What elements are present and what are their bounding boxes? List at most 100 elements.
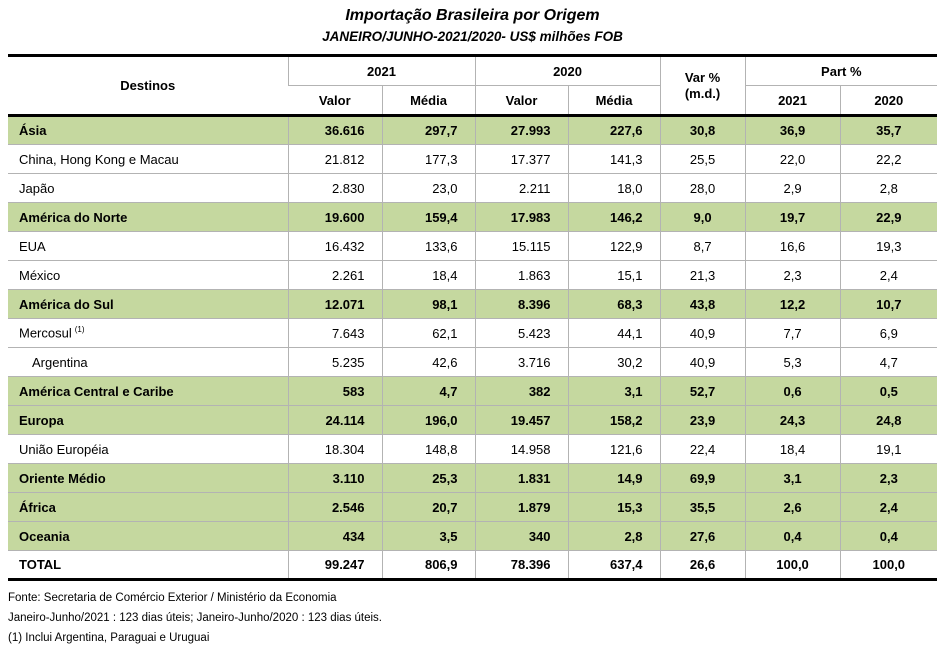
table-cell: 98,1 — [381, 289, 476, 319]
table-cell: 0,5 — [839, 376, 938, 406]
table-cell: 177,3 — [381, 144, 476, 174]
table-row: Oriente Médio 3.110 25,3 1.831 14,9 69,9 3,1 2,… — [8, 463, 938, 493]
table-cell: 583 — [287, 376, 382, 406]
col-header-media-2021: Média — [381, 85, 476, 116]
table-cell: 27,6 — [659, 521, 746, 551]
table-cell: 5.235 — [287, 347, 382, 377]
col-header-part-2020: 2020 — [839, 85, 938, 116]
table-row: União Européia 18.304 148,8 14.958 121,6 22,4… — [8, 434, 938, 464]
table-cell: 16,6 — [744, 231, 841, 261]
row-label: Oceania — [8, 521, 288, 551]
header-row-groups: Destinos 2021 2020 Var % (m.d.) Part % — [8, 55, 938, 116]
table-cell: 3,5 — [381, 521, 476, 551]
row-label-text: América Central e Caribe — [19, 383, 174, 399]
table-cell: 8,7 — [659, 231, 746, 261]
table-row: TOTAL 99.247 806,9 78.396 637,4 26,6 100,0 100,… — [8, 550, 938, 580]
table-cell: 2,6 — [744, 492, 841, 522]
row-label: Europa — [8, 405, 288, 435]
col-group-2021: 2021 — [287, 55, 476, 86]
table-cell: 42,6 — [381, 347, 476, 377]
table-cell: 158,2 — [567, 405, 661, 435]
table-cell: 159,4 — [381, 202, 476, 232]
table-cell: 0,4 — [839, 521, 938, 551]
table-body: Ásia 36.616 297,7 27.993 227,6 30,8 36,9 35,7 Ch… — [8, 115, 938, 580]
table-cell: 36,9 — [744, 115, 841, 145]
row-label-text: América do Norte — [19, 209, 128, 225]
row-label-text: México — [19, 267, 61, 283]
table-cell: 25,3 — [381, 463, 476, 493]
col-header-valor-2021: Valor — [288, 85, 382, 116]
table-cell: 5,3 — [744, 347, 841, 377]
table-cell: 146,2 — [567, 202, 661, 232]
row-label-text: TOTAL — [19, 557, 62, 572]
row-label: Ásia — [8, 115, 288, 145]
table-cell: 24.114 — [287, 405, 382, 435]
row-label: Japão — [8, 174, 288, 203]
table-cell: 52,7 — [659, 376, 746, 406]
table-cell: 24,3 — [744, 405, 841, 435]
footnote-source: Fonte: Secretaria de Comércio Exterior /… — [8, 592, 337, 604]
table-row: Europa 24.114 196,0 19.457 158,2 23,9 24,3 24,8 — [8, 405, 938, 435]
table-cell: 227,6 — [567, 115, 661, 145]
table-cell: 12.071 — [287, 289, 382, 319]
table-cell: 0,6 — [744, 376, 841, 406]
table-cell: 2,4 — [839, 260, 938, 290]
table-cell: 2,4 — [839, 492, 938, 522]
footnotes: Fonte: Secretaria de Comércio Exterior /… — [8, 588, 945, 648]
table-cell: 18,0 — [567, 173, 661, 203]
table-cell: 22,9 — [839, 202, 938, 232]
table-cell: 14,9 — [567, 463, 661, 493]
table-cell: 19.457 — [474, 405, 569, 435]
table-cell: 297,7 — [381, 115, 476, 145]
table-row: América Central e Caribe 583 4,7 382 3,1 52,7… — [8, 376, 938, 406]
table-row: Argentina 5.235 42,6 3.716 30,2 40,9 5,3 4,7 — [8, 347, 938, 377]
table-cell: 17.983 — [474, 202, 569, 232]
table-cell: 62,1 — [381, 318, 476, 348]
table-cell: 2.261 — [287, 260, 382, 290]
table-cell: 2.211 — [474, 173, 569, 203]
table-row: África 2.546 20,7 1.879 15,3 35,5 2,6 2,4 — [8, 492, 938, 522]
row-label: União Européia — [8, 435, 288, 464]
table-cell: 2,9 — [744, 173, 841, 203]
table-cell: 18,4 — [381, 260, 476, 290]
row-label: TOTAL — [8, 550, 288, 580]
header-row-subcolumns: Valor Média Valor Média 2021 2020 — [8, 85, 938, 116]
row-label-text: Oceania — [19, 528, 70, 544]
table-cell: 0,4 — [744, 521, 841, 551]
table-cell: 15,1 — [567, 260, 661, 290]
table-cell: 26,6 — [659, 550, 746, 580]
table-cell: 15.115 — [474, 231, 569, 261]
table-cell: 40,9 — [659, 347, 746, 377]
table-cell: 1.863 — [474, 260, 569, 290]
table-cell: 44,1 — [567, 318, 661, 348]
table-cell: 2.546 — [287, 492, 382, 522]
table-row: Oceania 434 3,5 340 2,8 27,6 0,4 0,4 — [8, 521, 938, 551]
table-cell: 8.396 — [474, 289, 569, 319]
table-cell: 27.993 — [474, 115, 569, 145]
table-row: América do Sul 12.071 98,1 8.396 68,3 43,8 12,… — [8, 289, 938, 319]
footnote-marker: (1) — [74, 325, 85, 335]
table-cell: 24,8 — [839, 405, 938, 435]
table-cell: 21.812 — [287, 144, 382, 174]
col-group-2020: 2020 — [474, 55, 661, 86]
var-percent-line2: (m.d.) — [684, 85, 721, 101]
table-cell: 25,5 — [659, 144, 746, 174]
table-cell: 133,6 — [381, 231, 476, 261]
row-label: Oriente Médio — [8, 463, 288, 493]
table-cell: 4,7 — [381, 376, 476, 406]
table-cell: 19,3 — [839, 231, 938, 261]
table-cell: 43,8 — [659, 289, 746, 319]
row-label: Argentina — [8, 348, 288, 377]
table-cell: 434 — [287, 521, 382, 551]
col-header-valor-2020: Valor — [474, 85, 569, 116]
table-cell: 22,4 — [659, 434, 746, 464]
row-label: América do Sul — [8, 289, 288, 319]
table-cell: 196,0 — [381, 405, 476, 435]
table-cell: 637,4 — [567, 550, 661, 580]
col-group-part-percent: Part % — [744, 55, 938, 86]
table-cell: 35,7 — [839, 115, 938, 145]
table-cell: 7,7 — [744, 318, 841, 348]
table-cell: 340 — [474, 521, 569, 551]
table-cell: 3.110 — [287, 463, 382, 493]
